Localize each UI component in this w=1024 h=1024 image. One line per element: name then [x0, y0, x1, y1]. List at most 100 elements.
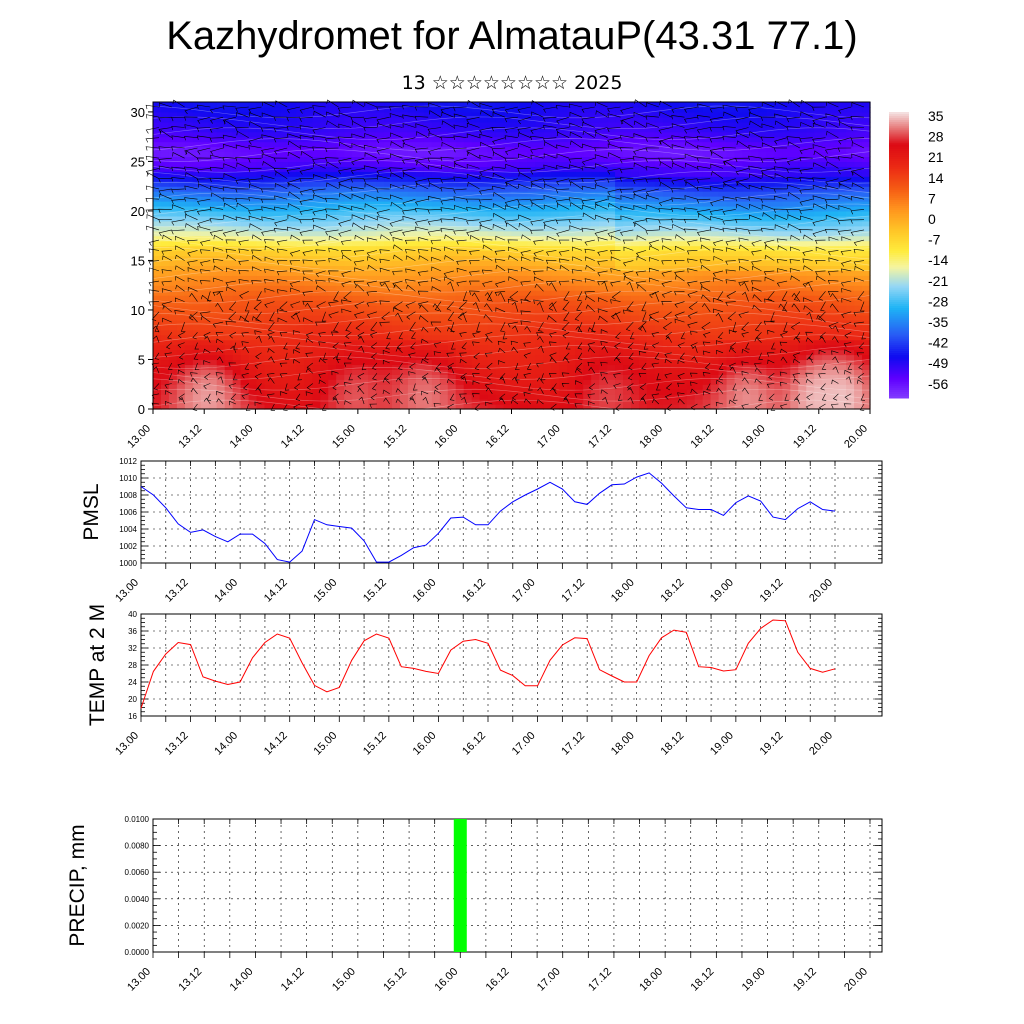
heatmap-cell [192, 181, 202, 187]
heatmap-cell [750, 255, 760, 262]
heatmap-cell [654, 215, 664, 222]
heatmap-cell [192, 171, 202, 177]
heatmap-cell [750, 196, 760, 202]
heatmap-cell [248, 309, 258, 316]
heatmap-cell [439, 329, 449, 336]
heatmap-cell [376, 334, 385, 341]
heatmap-cell [455, 260, 465, 266]
heatmap-cell [694, 102, 704, 108]
heatmap-cell [304, 210, 313, 217]
heatmap-cell [407, 106, 417, 113]
heatmap-cell [184, 349, 194, 356]
heatmap-cell [368, 309, 377, 316]
heatmap-cell [583, 171, 592, 177]
heatmap-cell [463, 176, 473, 182]
heatmap-cell [742, 161, 752, 167]
heatmap-cell [415, 136, 425, 143]
heatmap-cell [312, 225, 321, 232]
heatmap-cell [718, 349, 728, 356]
heatmap-cell [407, 121, 417, 128]
heatmap-cell [646, 106, 656, 113]
heatmap-cell [344, 314, 353, 321]
heatmap-cell [392, 300, 401, 306]
heatmap-cell [694, 151, 704, 158]
heatmap-cell [415, 196, 425, 202]
heatmap-cell [511, 255, 521, 262]
heatmap-cell [742, 394, 752, 400]
heatmap-cell [168, 295, 178, 301]
heatmap-cell [551, 374, 560, 380]
heatmap-cell [702, 334, 712, 341]
heatmap-cell [758, 230, 768, 237]
heatmap-cell [320, 102, 329, 108]
heatmap-cell [742, 151, 752, 158]
heatmap-cell [176, 324, 186, 331]
heatmap-cell [264, 245, 274, 252]
heatmap-cell [455, 245, 465, 252]
heatmap-cell [160, 394, 170, 400]
heatmap-cell [487, 399, 497, 405]
heatmap-cell [742, 121, 752, 128]
heatmap-cell [726, 290, 736, 296]
heatmap-cell [766, 334, 775, 341]
heatmap-cell [296, 404, 305, 410]
heatmap-cell [575, 399, 584, 405]
heatmap-cell [519, 205, 529, 212]
heatmap-cell [710, 324, 720, 331]
heatmap-cell [646, 404, 656, 410]
heatmap-cell [304, 394, 313, 400]
heatmap-cell [519, 201, 529, 207]
heatmap-cell [168, 359, 178, 366]
heatmap-cell [312, 230, 321, 237]
heatmap-cell [702, 394, 712, 400]
heatmap-cell [718, 394, 728, 400]
heatmap-cell [662, 324, 672, 331]
heatmap-cell [487, 285, 497, 291]
heatmap-cell [495, 389, 505, 395]
heatmap-cell [415, 265, 425, 271]
heatmap-cell [503, 344, 513, 351]
heatmap-cell [153, 265, 162, 271]
heatmap-cell [511, 151, 521, 158]
heatmap-cell [160, 210, 170, 217]
heatmap-cell [686, 102, 696, 108]
heatmap-cell [774, 374, 783, 380]
heatmap-cell [216, 126, 226, 133]
heatmap-cell [320, 166, 329, 172]
heatmap-cell [423, 270, 433, 276]
heatmap-cell [710, 111, 720, 118]
heatmap-cell [583, 116, 592, 123]
heatmap-cell [200, 270, 210, 276]
heatmap-cell [232, 141, 242, 148]
heatmap-cell [519, 344, 529, 351]
heatmap-cell [479, 240, 489, 247]
heatmap-cell [439, 384, 449, 390]
heatmap-cell [439, 364, 449, 370]
heatmap-cell [758, 210, 768, 217]
heatmap-cell [256, 171, 266, 177]
heatmap-cell [646, 324, 656, 331]
heatmap-cell [312, 334, 321, 341]
heatmap-cell [686, 339, 696, 346]
heatmap-cell [591, 399, 600, 405]
heatmap-cell [336, 265, 345, 271]
heatmap-cell [296, 131, 305, 138]
heatmap-cell [710, 384, 720, 390]
heatmap-cell [264, 151, 274, 158]
heatmap-cell [248, 384, 258, 390]
heatmap-cell [360, 334, 369, 341]
heatmap-cell [208, 255, 218, 262]
heatmap-cell [415, 131, 425, 138]
heatmap-cell [192, 245, 202, 252]
heatmap-cell [216, 349, 226, 356]
heatmap-cell [678, 399, 688, 405]
heatmap-cell [352, 394, 361, 400]
heatmap-cell [296, 285, 305, 291]
heatmap-cell [360, 156, 369, 163]
heatmap-cell [336, 285, 345, 291]
heatmap-cell [280, 349, 290, 356]
heatmap-cell [471, 210, 481, 217]
heatmap-cell [535, 404, 544, 410]
heatmap-cell [320, 191, 329, 197]
